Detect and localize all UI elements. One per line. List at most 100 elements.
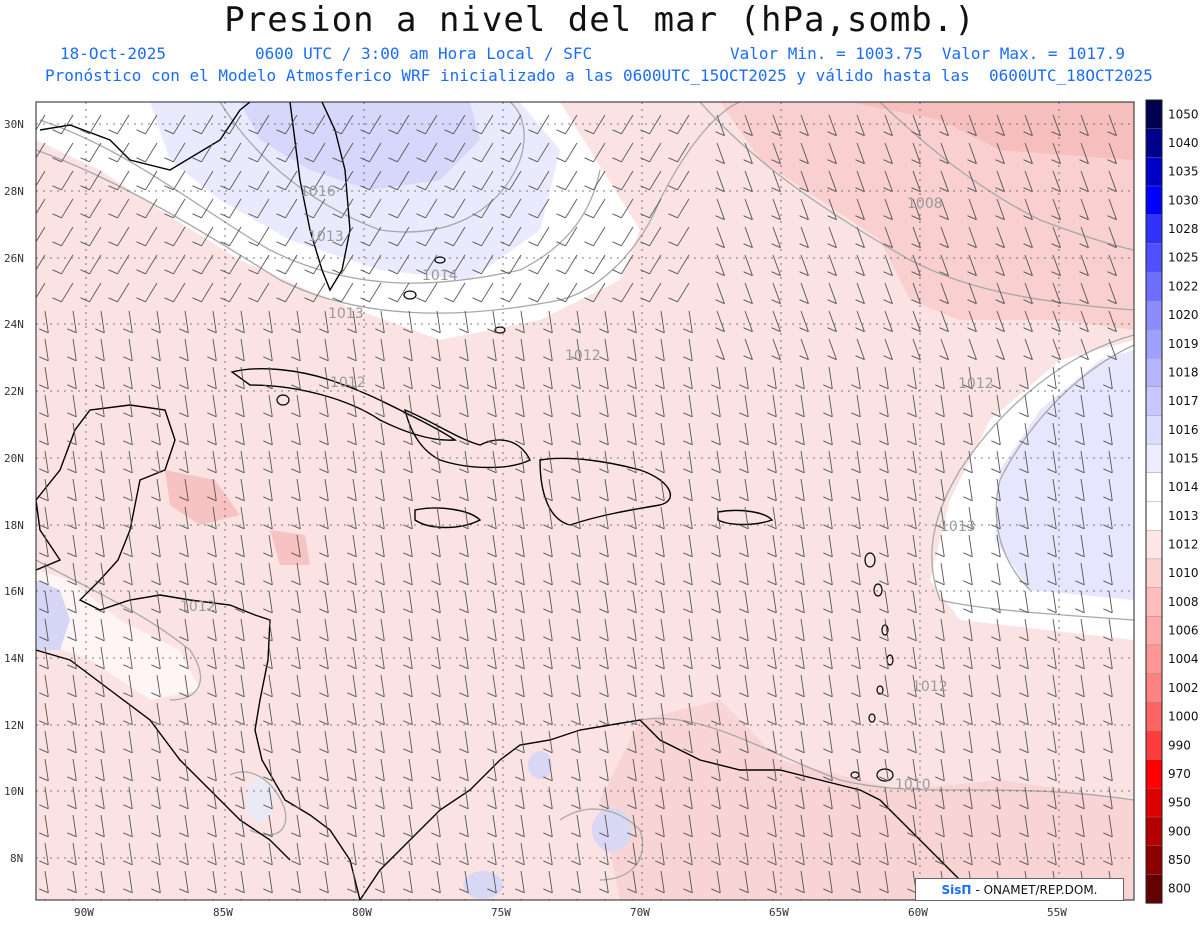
min-max-values: Valor Min. = 1003.75 Valor Max. = 1017.9: [730, 44, 1125, 63]
lat-label: 24N: [4, 318, 24, 331]
lon-label: 60W: [908, 906, 928, 919]
valid-date: 18-Oct-2025: [60, 44, 166, 63]
colorbar-label: 1040: [1168, 136, 1199, 150]
high-cell-west: [36, 580, 70, 650]
colorbar-label: 1013: [1168, 509, 1199, 523]
lat-label: 30N: [4, 118, 24, 131]
colorbar-label: 1006: [1168, 624, 1199, 638]
colorbar-swatch: [1145, 128, 1163, 159]
colorbar-label: 1017: [1168, 394, 1199, 408]
isobar-label: 1012: [912, 679, 948, 695]
lon-label: 75W: [491, 906, 511, 919]
colorbar-swatch: [1145, 874, 1163, 904]
high-pocket-4: [246, 778, 274, 822]
lon-label: 65W: [769, 906, 789, 919]
colorbar-swatch: [1145, 788, 1163, 818]
colorbar-label: 1014: [1168, 480, 1199, 494]
sisp-logo: SisΠ: [941, 882, 972, 897]
isobar-label: 1012: [958, 376, 994, 392]
lat-label: 26N: [4, 252, 24, 265]
colorbar-swatch: [1145, 214, 1163, 245]
lat-label: 12N: [4, 719, 24, 732]
lat-label: 28N: [4, 185, 24, 198]
colorbar-swatch: [1145, 673, 1163, 703]
lat-label: 16N: [4, 585, 24, 598]
colorbar-label: 1050: [1168, 107, 1199, 121]
colorbar-label: 1020: [1168, 308, 1199, 322]
puerto-rico: [717, 509, 774, 526]
cuba: [230, 368, 458, 441]
latitude-labels: 30N 28N 26N 24N 22N 20N 18N 16N 14N 12N …: [4, 118, 24, 865]
colorbar-swatch: [1145, 243, 1163, 273]
colorbar-swatch: [1145, 386, 1163, 417]
colorbar-swatch: [1145, 587, 1163, 617]
colorbar-label: 1015: [1168, 452, 1199, 466]
lon-label: 55W: [1047, 906, 1067, 919]
colorbar-swatch: [1145, 759, 1163, 789]
high-pocket-3: [463, 871, 503, 899]
colorbar-swatch: [1145, 185, 1163, 216]
colorbar-swatch: [1145, 845, 1163, 875]
colorbar-swatch: [1145, 443, 1163, 474]
lat-label: 10N: [4, 785, 24, 798]
isobar-label: 1013: [940, 519, 976, 535]
colorbar-swatch: [1145, 644, 1163, 675]
colorbar-label: 1028: [1168, 222, 1199, 236]
colorbar-swatch: [1145, 300, 1163, 331]
colorbar-swatch: [1145, 329, 1163, 359]
hispaniola: [539, 457, 672, 526]
isobar-label: 1010: [895, 777, 931, 793]
low-pocket-1: [165, 470, 240, 525]
colorbar-label: 950: [1168, 796, 1191, 810]
colorbar-label: 900: [1168, 824, 1191, 838]
colorbar-swatch: [1145, 501, 1163, 531]
colorbar-swatch: [1145, 702, 1163, 732]
high-pocket-2: [592, 808, 632, 852]
credit-text: - ONAMET/REP.DOM.: [975, 882, 1098, 897]
colorbar-swatch: [1145, 415, 1163, 445]
high-pocket-1: [528, 751, 552, 779]
low-pressure-core-ne: [850, 102, 1134, 160]
colorbar-swatch: [1145, 558, 1163, 589]
colorbar-swatch: [1145, 157, 1163, 187]
lon-label: 85W: [213, 906, 233, 919]
colorbar-label: 1035: [1168, 165, 1199, 179]
jamaica: [414, 507, 482, 529]
lon-label: 80W: [352, 906, 372, 919]
colorbar-swatch: [1145, 530, 1163, 560]
colorbar-label: 1022: [1168, 279, 1199, 293]
lat-lon-grid: [36, 102, 1134, 900]
wind-barbs: [36, 114, 1117, 900]
low-pressure-zone-south: [600, 700, 1134, 900]
plot-area: 1016 1013 1014 1013 1012 1012 1008 1012 …: [36, 102, 1134, 900]
colorbar-label: 850: [1168, 853, 1191, 867]
colorbar: 1050 1040 1035 1030 1028 1025 1022 1020 1019 1018…: [1145, 99, 1199, 904]
wind-barb-field: [36, 114, 1117, 900]
lat-label: 14N: [4, 652, 24, 665]
isobar-label: 1012: [565, 348, 601, 364]
lat-label: 22N: [4, 385, 24, 398]
lon-label: 90W: [74, 906, 94, 919]
lat-label: 20N: [4, 452, 24, 465]
colorbar-label: 1008: [1168, 595, 1199, 609]
isobar-label: 1016: [300, 184, 336, 200]
forecast-info: Pronóstico con el Modelo Atmosferico WRF…: [45, 66, 1153, 85]
colorbar-label: 1018: [1168, 365, 1199, 379]
colorbar-label: 990: [1168, 738, 1191, 752]
longitude-labels: 90W 85W 80W 75W 70W 65W 60W 55W: [74, 906, 1067, 919]
colorbar-label: 800: [1168, 882, 1191, 896]
colorbar-frame: [1145, 99, 1163, 904]
isobar-label: 1008: [907, 196, 943, 212]
valid-time: 0600 UTC / 3:00 am Hora Local / SFC: [255, 44, 593, 63]
colorbar-label: 1010: [1168, 566, 1199, 580]
high-cell-east: [995, 350, 1134, 600]
lon-label: 70W: [630, 906, 650, 919]
colorbar-label: 1025: [1168, 251, 1199, 265]
credit-box: SisΠ - ONAMET/REP.DOM.: [915, 878, 1124, 901]
isobar-labels: 1016 1013 1014 1013 1012 1012 1008 1012 …: [180, 184, 994, 793]
colorbar-label: 1000: [1168, 710, 1199, 724]
colorbar-label: 1016: [1168, 423, 1199, 437]
lat-label: 18N: [4, 519, 24, 532]
high-pressure-band-west: [36, 570, 200, 700]
